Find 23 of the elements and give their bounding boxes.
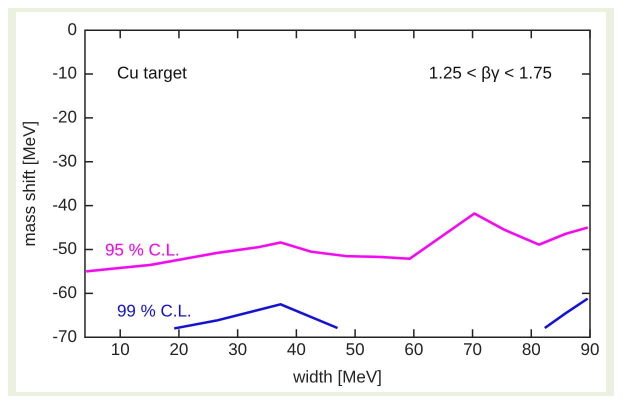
y-axis-title: mass shift [MeV] — [20, 120, 39, 247]
x-tick-label: 30 — [228, 340, 248, 360]
x-tick-label: 10 — [110, 340, 130, 360]
y-tick-label: 0 — [68, 20, 77, 39]
series-label: 95 % C.L. — [104, 240, 180, 260]
x-tick-label: 90 — [580, 340, 600, 360]
x-tick-label: 60 — [404, 340, 424, 360]
series-label: 99 % C.L. — [116, 302, 192, 321]
x-tick-label: 70 — [463, 340, 482, 360]
y-tick-label: -70 — [52, 326, 77, 346]
x-tick-label: 80 — [522, 340, 541, 360]
y-tick-label: -10 — [52, 64, 77, 83]
annotation: 1.25 < βγ < 1.75 — [428, 64, 552, 83]
annotation: Cu target — [116, 64, 188, 83]
y-tick-label: -50 — [52, 239, 77, 258]
x-tick-label: 20 — [169, 340, 188, 360]
x-tick-label: 50 — [346, 340, 365, 360]
y-tick-label: -20 — [52, 108, 77, 127]
y-tick-label: -60 — [52, 283, 77, 302]
y-tick-label: -30 — [52, 151, 77, 170]
x-tick-label: 40 — [286, 340, 306, 360]
x-axis-title: width [MeV] — [292, 367, 382, 386]
y-tick-label: -40 — [52, 195, 77, 214]
